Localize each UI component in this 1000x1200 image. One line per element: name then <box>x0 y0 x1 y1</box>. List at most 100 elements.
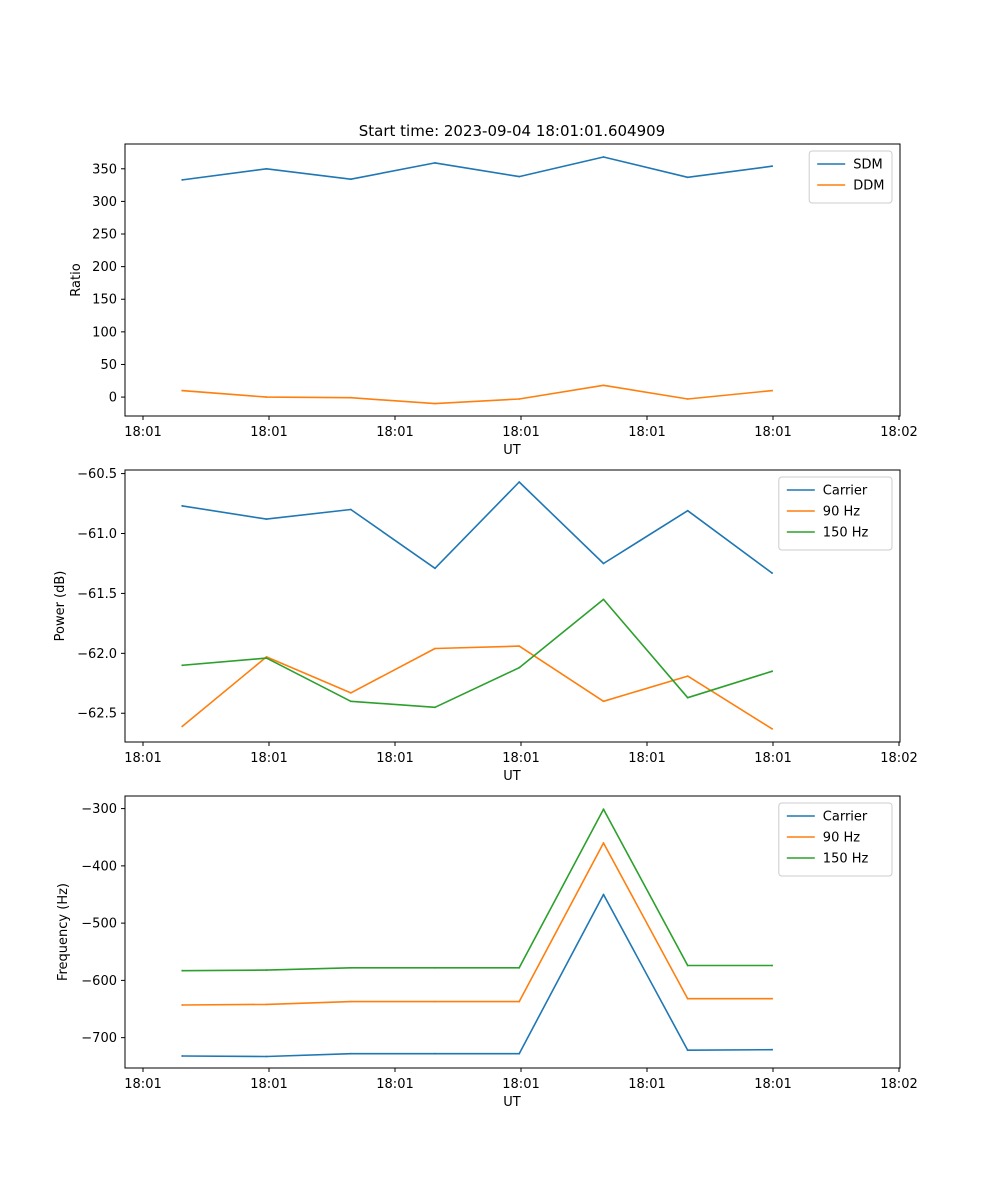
legend: Carrier 90 Hz 150 Hz <box>778 802 893 877</box>
data-point <box>349 1000 352 1003</box>
data-point <box>181 1004 184 1006</box>
x-axis-label: UT <box>503 769 521 784</box>
legend: Carrier 90 Hz 150 Hz <box>778 476 893 551</box>
x-tick-label: 18:01 <box>502 751 539 766</box>
x-tick-label: 18:01 <box>628 425 665 440</box>
y-tick-label: 250 <box>92 228 117 243</box>
x-tick-label: 18:01 <box>250 1077 287 1092</box>
legend: SDM DDM <box>808 150 893 204</box>
data-point <box>434 567 436 570</box>
y-tick-label: 200 <box>92 260 117 275</box>
series-line-150-hz <box>181 598 774 709</box>
x-tick-label: 18:01 <box>628 1077 665 1092</box>
data-point <box>349 508 352 511</box>
data-point <box>771 727 773 730</box>
legend-label: 150 Hz <box>823 852 869 867</box>
x-tick-label: 18:01 <box>124 1077 161 1092</box>
y-tick-label: −61.5 <box>77 587 117 602</box>
y-tick-label: −400 <box>81 859 117 874</box>
data-point <box>181 969 184 972</box>
data-point <box>518 481 521 483</box>
data-point <box>771 572 773 574</box>
data-point <box>349 396 352 399</box>
x-tick-label: 18:01 <box>124 751 161 766</box>
x-tick-label: 18:01 <box>754 425 791 440</box>
x-tick-label: 18:02 <box>880 425 917 440</box>
data-point <box>771 1048 773 1051</box>
x-tick-label: 18:01 <box>376 1077 413 1092</box>
chart-panel-2: 18:01 18:01 18:01 18:01 18:01 18:01 18:02 −62.5… <box>53 467 918 784</box>
data-point <box>602 156 605 158</box>
y-tick-label: −62.5 <box>77 707 117 722</box>
x-tick-label: 18:01 <box>124 425 161 440</box>
legend-label: SDM <box>853 158 882 173</box>
data-point <box>686 997 689 1000</box>
chart-panel-3: 18:01 18:01 18:01 18:01 18:01 18:01 18:02 −700 −… <box>56 795 918 1110</box>
x-axis-label: UT <box>503 1095 521 1110</box>
data-point <box>181 179 184 181</box>
x-tick-label: 18:01 <box>376 425 413 440</box>
data-point <box>602 598 605 601</box>
data-point <box>434 1052 436 1055</box>
x-tick-label: 18:02 <box>880 751 917 766</box>
y-tick-label: 350 <box>92 162 117 177</box>
y-tick-label: 150 <box>92 293 117 308</box>
x-tick-label: 18:01 <box>502 1077 539 1092</box>
legend-label: 90 Hz <box>823 831 860 846</box>
plot-frame <box>124 469 901 743</box>
series-line-carrier <box>181 893 773 1058</box>
data-point <box>518 966 521 969</box>
x-tick-label: 18:01 <box>754 1077 791 1092</box>
data-point <box>686 398 689 400</box>
y-tick-label: 300 <box>92 195 117 210</box>
chart-panel-1: 18:01 18:01 18:01 18:01 18:01 18:01 18:02 0 50 10… <box>69 143 918 458</box>
legend-label: DDM <box>853 179 884 194</box>
y-tick-label: −62.0 <box>77 647 117 662</box>
data-point <box>686 509 689 512</box>
data-point <box>518 645 521 647</box>
y-axis-label: Power (dB) <box>53 571 68 642</box>
x-tick-label: 18:01 <box>250 751 287 766</box>
series-line-ddm <box>181 384 773 405</box>
data-point <box>602 562 605 565</box>
legend-label: 150 Hz <box>823 526 869 541</box>
series-line-sdm <box>181 156 773 181</box>
y-tick-label: 0 <box>109 391 117 406</box>
x-tick-label: 18:01 <box>628 751 665 766</box>
x-axis-label: UT <box>503 443 521 458</box>
data-point <box>265 1003 268 1006</box>
data-point <box>602 808 605 811</box>
data-point <box>686 675 689 677</box>
data-point <box>771 165 773 168</box>
x-tick-label: 18:02 <box>880 1077 917 1092</box>
data-point <box>518 175 521 178</box>
series-line-150-hz <box>181 808 773 972</box>
plot-frame <box>124 143 901 417</box>
data-point <box>686 176 689 179</box>
data-point <box>265 167 268 170</box>
data-point <box>771 997 773 1000</box>
legend-label: Carrier <box>823 810 868 825</box>
data-point <box>265 396 268 398</box>
data-point <box>771 964 773 967</box>
x-tick-label: 18:01 <box>754 751 791 766</box>
legend-label: 90 Hz <box>823 505 860 520</box>
data-point <box>265 969 268 971</box>
data-point <box>602 893 605 896</box>
figure-title: Start time: 2023-09-04 18:01:01.604909 <box>359 122 665 140</box>
data-point <box>686 696 689 699</box>
y-tick-label: −300 <box>81 802 117 817</box>
data-point <box>686 964 689 967</box>
data-point <box>518 1000 521 1003</box>
series-line-carrier <box>181 481 774 575</box>
data-point <box>771 389 773 392</box>
data-point <box>349 692 352 694</box>
y-tick-label: −60.5 <box>77 467 117 482</box>
data-point <box>349 1052 352 1055</box>
data-point <box>434 1000 436 1003</box>
plot-frame <box>124 795 901 1069</box>
data-point <box>434 162 436 164</box>
data-point <box>349 966 352 969</box>
data-point <box>181 1055 184 1057</box>
